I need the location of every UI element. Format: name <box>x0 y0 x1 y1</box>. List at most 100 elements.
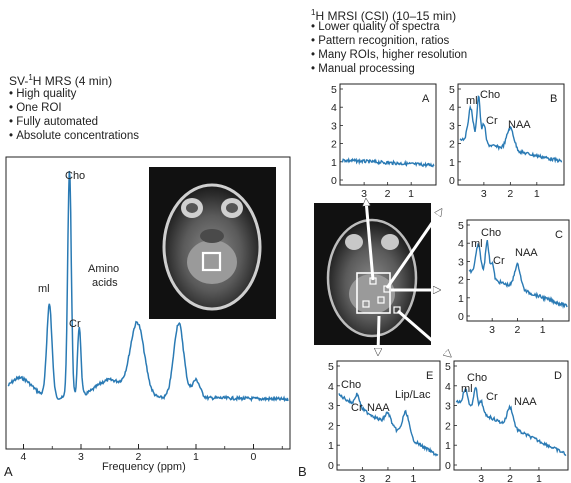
panel-y-tick-label: 1 <box>331 157 337 169</box>
panel-spectrum-line <box>455 386 567 457</box>
panel-spectrum-line <box>459 95 563 164</box>
label-mi-main: ml <box>38 283 50 295</box>
label-amino-line1: Amino <box>88 263 119 275</box>
panel-frame <box>453 360 569 471</box>
label-amino-line2: acids <box>92 277 118 289</box>
panel-y-tick-label: 2 <box>331 139 337 151</box>
panel-peak-label: Cho <box>481 227 501 239</box>
panel-letter: A <box>422 93 430 105</box>
main-x-tick-label: 1 <box>193 451 199 463</box>
panel-x-tick-label: 2 <box>385 188 391 200</box>
main-x-tick-label: 4 <box>21 451 27 463</box>
panel-letter: D <box>554 370 562 382</box>
panel-x-tick-label: 3 <box>481 188 487 200</box>
arrow-to-a <box>366 200 375 281</box>
panel-x-tick-label: 2 <box>514 324 520 336</box>
panel-b: 5 4 3 2 1 0 3 2 1 Bml Cho Cr NAA <box>449 83 565 200</box>
main-spectrum-line <box>7 170 289 403</box>
panel-y-tick-label: 0 <box>331 175 337 187</box>
panel-y-tick-label: 3 <box>328 401 334 413</box>
panel-x-tick-label: 3 <box>361 188 367 200</box>
arrow-to-e <box>378 315 379 354</box>
panel-x-tick-label: 2 <box>507 473 513 483</box>
panel-peak-label: NAA <box>514 396 537 408</box>
panel-y-tick-label: 4 <box>449 102 455 114</box>
panel-y-tick-label: 4 <box>331 102 337 114</box>
voxel-arrows <box>366 200 450 356</box>
panel-y-tick-label: 3 <box>449 120 455 132</box>
main-roi-box <box>201 251 222 272</box>
panel-y-tick-label: 5 <box>328 361 334 373</box>
panel-y-tick-label: 4 <box>328 381 334 393</box>
panel-y-tick-label: 4 <box>458 238 464 250</box>
panel-a: 5 4 3 2 1 0 3 2 1 A <box>331 83 437 200</box>
panel-x-tick-label: 1 <box>536 473 542 483</box>
panel-peak-label: Cr <box>486 391 498 403</box>
panel-letter-a: A <box>4 464 13 479</box>
panel-y-tick-label: 3 <box>331 120 337 132</box>
sv-mrs-title: SV-1H MRS (4 min) <box>9 73 113 88</box>
panel-y-tick-label: 1 <box>458 293 464 305</box>
panel-y-tick-label: 1 <box>449 157 455 169</box>
panel-y-tick-label: 0 <box>458 311 464 323</box>
panel-y-tick-label: 2 <box>449 139 455 151</box>
panel-x-tick-label: 3 <box>489 324 495 336</box>
main-spectrum-frame <box>5 156 291 450</box>
panel-y-tick-label: 0 <box>449 175 455 187</box>
panel-spectrum-line <box>338 392 439 457</box>
mrsi-bullet-3: Many ROIs, higher resolution <box>311 49 467 62</box>
main-x-tick-label: 0 <box>251 451 257 463</box>
sv-bullet-4: Absolute concentrations <box>9 130 139 143</box>
sv-bullet-1: High quality <box>9 88 76 101</box>
panel-letter: C <box>555 229 563 241</box>
panel-y-tick-label: 0 <box>328 460 334 472</box>
panel-x-tick-label: 1 <box>540 324 546 336</box>
panel-frame <box>457 83 565 186</box>
mrsi-title: 1H MRSI (CSI) (10–15 min) <box>311 8 457 23</box>
panel-y-tick-label: 4 <box>445 381 451 393</box>
main-x-tick-label: 2 <box>136 451 142 463</box>
panel-y-tick-label: 0 <box>445 460 451 472</box>
main-x-axis: 4 3 2 1 0 <box>21 444 283 463</box>
panel-peak-label: Cho <box>467 372 487 384</box>
panel-peak-label: ml <box>466 95 478 107</box>
main-mri-image <box>149 167 276 319</box>
sv-bullet-3: Fully automated <box>9 116 98 129</box>
panel-x-tick-label: 1 <box>534 188 540 200</box>
mrsi-bullet-2: Pattern recognition, ratios <box>311 35 449 48</box>
panel-peak-label: NAA <box>367 402 390 414</box>
label-cr-main: Cr <box>69 318 81 330</box>
panel-peak-label: NAA <box>508 119 531 131</box>
panel-y-tick-label: 3 <box>458 256 464 268</box>
panel-x-tick-label: 1 <box>411 473 417 483</box>
panel-y-tick-label: 5 <box>458 220 464 232</box>
panel-peak-label: ml <box>471 238 483 250</box>
panel-peak-label: Cho <box>341 379 361 391</box>
panel-x-tick-label: 2 <box>507 188 513 200</box>
panel-letter-b: B <box>298 464 307 479</box>
main-xlabel: Frequency (ppm) <box>102 461 186 473</box>
panel-y-tick-label: 2 <box>445 420 451 432</box>
sv-bullet-2: One ROI <box>9 102 61 115</box>
panel-peak-label: Cr <box>493 255 505 267</box>
panel-x-tick-label: 3 <box>359 473 365 483</box>
mrsi-bullet-4: Manual processing <box>311 63 415 76</box>
panel-y-tick-label: 2 <box>458 275 464 287</box>
main-x-tick-label: 3 <box>78 451 84 463</box>
panel-y-tick-label: 3 <box>445 401 451 413</box>
panel-y-tick-label: 5 <box>449 84 455 96</box>
panel-y-tick-label: 1 <box>445 440 451 452</box>
panel-y-tick-label: 5 <box>445 361 451 373</box>
panel-letter: E <box>426 370 433 382</box>
panel-e: 5 4 3 2 1 0 3 2 1 E Cho Cr NAA Lip/Lac <box>328 360 441 483</box>
panel-x-tick-label: 2 <box>385 473 391 483</box>
panel-x-tick-label: 1 <box>408 188 414 200</box>
panel-peak-label: Lip/Lac <box>395 389 431 401</box>
panel-peak-label: Cr <box>486 115 498 127</box>
panel-letter: B <box>550 93 557 105</box>
